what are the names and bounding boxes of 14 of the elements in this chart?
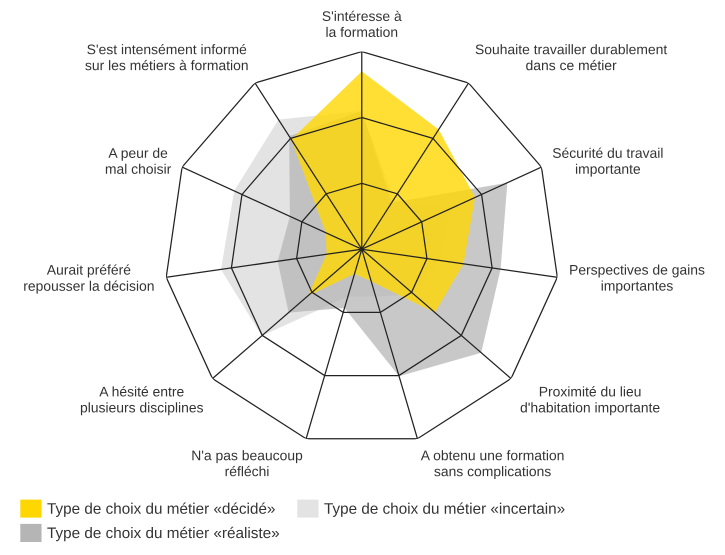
spoke-label: Sécurité du travail importante: [552, 148, 663, 177]
legend-label: Type de choix du métier «réaliste»: [47, 526, 280, 542]
spoke-label: A peur de mal choisir: [106, 148, 172, 174]
spoke-label: Aurait préféré repousser la décision: [24, 264, 154, 294]
spoke-label: A obtenu une formation sans complications: [420, 450, 564, 480]
spoke-label: S'intéresse à la formation: [322, 10, 402, 38]
legend-label: Type de choix du métier «incertain»: [324, 502, 565, 517]
spoke-label: A hésité entre plusieurs disciplines: [80, 386, 204, 416]
spoke-label: S'est intensément informé sur les métiers à formation: [85, 44, 248, 70]
spoke-label: Perspectives de gains importantes: [570, 264, 704, 294]
spoke-label: N'a pas beaucoup réfléchi: [192, 450, 302, 476]
spoke-label: Proximité du lieu d'habitation importante: [520, 386, 660, 416]
legend-label: Type de choix du métier «décidé»: [47, 502, 275, 517]
spoke-label: Souhaite travailler durablement dans ce métier: [476, 44, 668, 70]
